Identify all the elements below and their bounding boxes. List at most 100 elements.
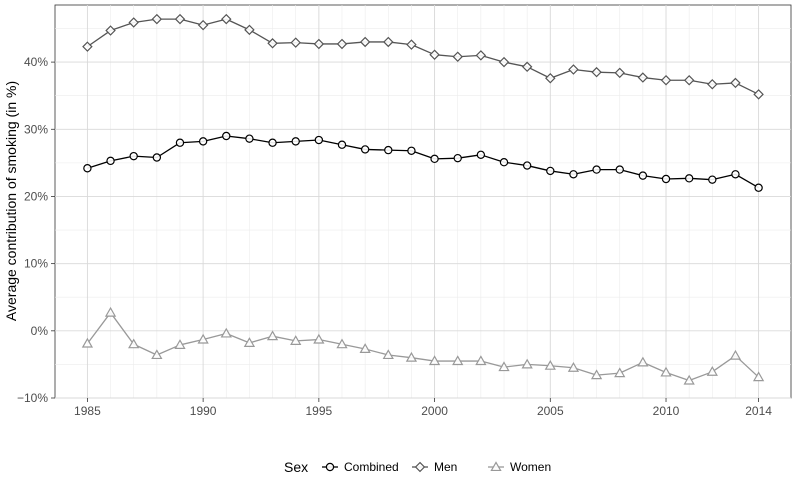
series-points: [81, 13, 765, 385]
data-point-men: [452, 51, 463, 62]
data-point-women: [174, 339, 186, 349]
data-point-men: [359, 36, 371, 48]
data-point-combined: [684, 174, 694, 183]
data-point-men: [267, 38, 278, 49]
data-point-combined: [129, 151, 138, 161]
x-tick-label: 2000: [421, 404, 448, 418]
data-point-women: [128, 338, 140, 349]
data-point-women: [614, 367, 626, 378]
data-point-women: [498, 361, 510, 372]
legend-label-women: Women: [510, 460, 551, 474]
data-point-men: [707, 79, 718, 90]
data-point-women: [683, 374, 695, 385]
data-point-men: [753, 89, 764, 100]
data-point-women: [405, 351, 418, 362]
data-point-combined: [268, 138, 277, 147]
data-point-combined: [638, 171, 648, 180]
y-tick-label: 10%: [24, 257, 48, 271]
data-point-combined: [152, 153, 162, 162]
grid: [55, 5, 791, 399]
data-point-combined: [754, 183, 763, 192]
data-point-women: [336, 338, 348, 349]
x-tick-label: 2005: [537, 404, 564, 418]
data-point-men: [475, 50, 487, 61]
y-axis-ticks: −10% 0% 10% 20% 30% 40%: [17, 55, 55, 405]
data-point-combined: [453, 153, 462, 163]
data-point-men: [336, 38, 348, 50]
data-point-women: [104, 306, 117, 317]
data-point-women: [428, 355, 441, 366]
data-point-women: [752, 371, 765, 382]
data-point-combined: [708, 175, 717, 184]
data-point-combined: [476, 150, 486, 160]
data-point-combined: [175, 138, 185, 147]
legend-label-men: Men: [434, 460, 457, 474]
data-point-men: [221, 13, 232, 25]
data-point-men: [498, 56, 510, 68]
y-tick-label: −10%: [17, 391, 48, 405]
data-point-women: [544, 359, 556, 370]
data-point-combined: [198, 137, 208, 146]
y-tick-label: 40%: [24, 55, 48, 69]
data-point-men: [290, 37, 301, 48]
data-point-combined: [384, 145, 393, 155]
data-point-combined: [314, 135, 324, 145]
y-tick-label: 30%: [24, 122, 48, 136]
data-point-combined: [546, 166, 555, 176]
data-point-men: [614, 67, 625, 79]
legend: Sex Combined Men Women: [284, 459, 551, 475]
data-point-men: [105, 25, 116, 36]
y-axis-title: Average contribution of smoking (in %): [3, 81, 19, 321]
data-point-combined: [661, 174, 671, 184]
data-point-combined: [569, 170, 578, 179]
data-point-combined: [499, 157, 509, 167]
legend-key-marker-women: [490, 461, 502, 472]
data-point-women: [452, 355, 464, 366]
data-point-men: [128, 17, 139, 28]
data-point-men: [383, 36, 394, 48]
data-point-combined: [407, 146, 416, 155]
data-point-women: [359, 343, 371, 354]
data-point-women: [521, 358, 533, 369]
data-point-women: [567, 361, 580, 372]
data-point-women: [729, 349, 742, 360]
data-point-men: [406, 39, 417, 50]
x-tick-label: 1990: [190, 404, 217, 418]
data-point-men: [313, 38, 325, 50]
x-tick-label: 2010: [653, 404, 680, 418]
legend-key-marker-men: [414, 461, 426, 473]
data-point-combined: [360, 145, 370, 154]
y-tick-label: 0%: [31, 324, 49, 338]
data-point-women: [81, 337, 94, 348]
data-point-combined: [731, 170, 740, 179]
data-point-men: [521, 61, 533, 73]
data-point-women: [590, 369, 603, 380]
data-point-combined: [430, 154, 439, 164]
plot-panel: [54, 4, 792, 399]
legend-title: Sex: [284, 459, 308, 475]
data-point-women: [266, 330, 279, 341]
data-point-men: [591, 66, 602, 78]
data-point-combined: [592, 165, 601, 174]
data-point-men: [244, 24, 255, 36]
data-point-men: [429, 49, 440, 60]
y-tick-label: 20%: [24, 189, 48, 203]
data-point-men: [568, 64, 579, 75]
data-point-men: [683, 74, 695, 86]
data-point-women: [243, 337, 256, 347]
x-tick-label: 1995: [305, 404, 332, 418]
data-point-men: [151, 13, 163, 25]
data-point-combined: [291, 137, 300, 146]
data-point-men: [545, 72, 556, 84]
data-point-combined: [106, 156, 115, 166]
data-point-women: [290, 335, 302, 345]
x-axis-ticks: 1985 1990 1995 2000 2005 2010 2014: [74, 398, 772, 418]
data-point-combined: [245, 134, 254, 143]
x-tick-label: 1985: [74, 404, 101, 418]
data-point-men: [174, 13, 186, 25]
data-point-men: [82, 41, 93, 52]
data-point-women: [637, 356, 649, 367]
data-point-women: [151, 349, 163, 360]
data-point-combined: [83, 164, 92, 173]
